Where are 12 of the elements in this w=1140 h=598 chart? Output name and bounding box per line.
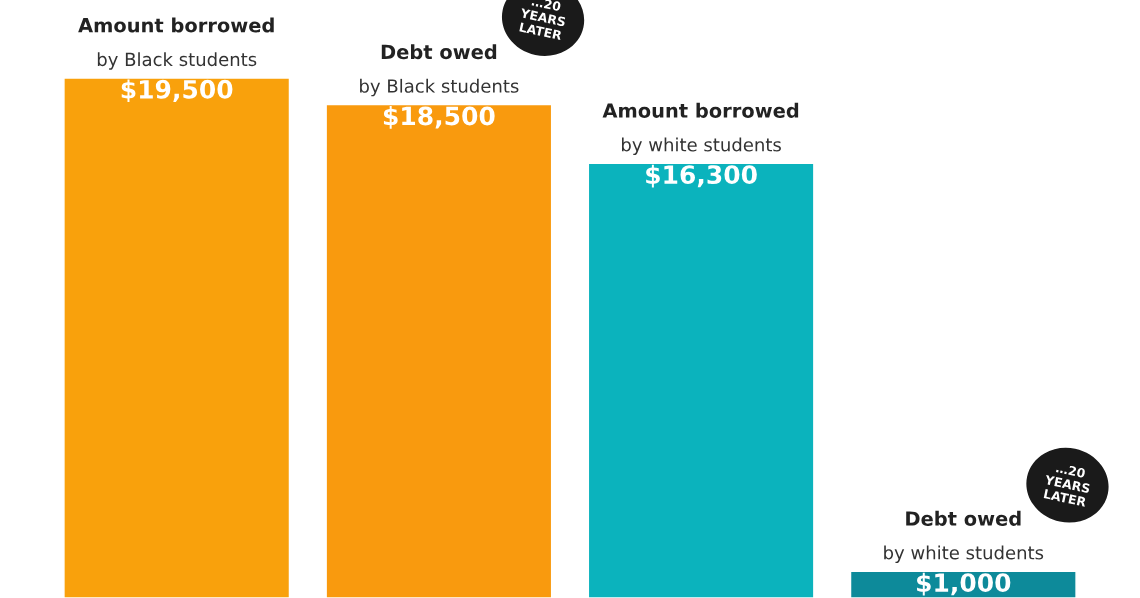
data-label: $18,500 <box>383 106 495 129</box>
data-label: $16,300 <box>646 164 757 188</box>
x-tick-label: Amount borrowed by Black students <box>78 17 274 70</box>
x-tick-label: Amount borrowed by white students <box>602 102 799 155</box>
bar <box>325 103 553 598</box>
bar <box>63 77 291 598</box>
data-label: $19,500 <box>121 79 233 103</box>
annotation: …20 YEARS LATER <box>1043 462 1091 507</box>
bar <box>587 162 815 598</box>
x-tick-label: Debt owed by white students <box>884 510 1044 563</box>
x-tick-label: Debt owed by Black students <box>360 44 519 97</box>
data-label: $1,000 <box>917 572 1011 596</box>
